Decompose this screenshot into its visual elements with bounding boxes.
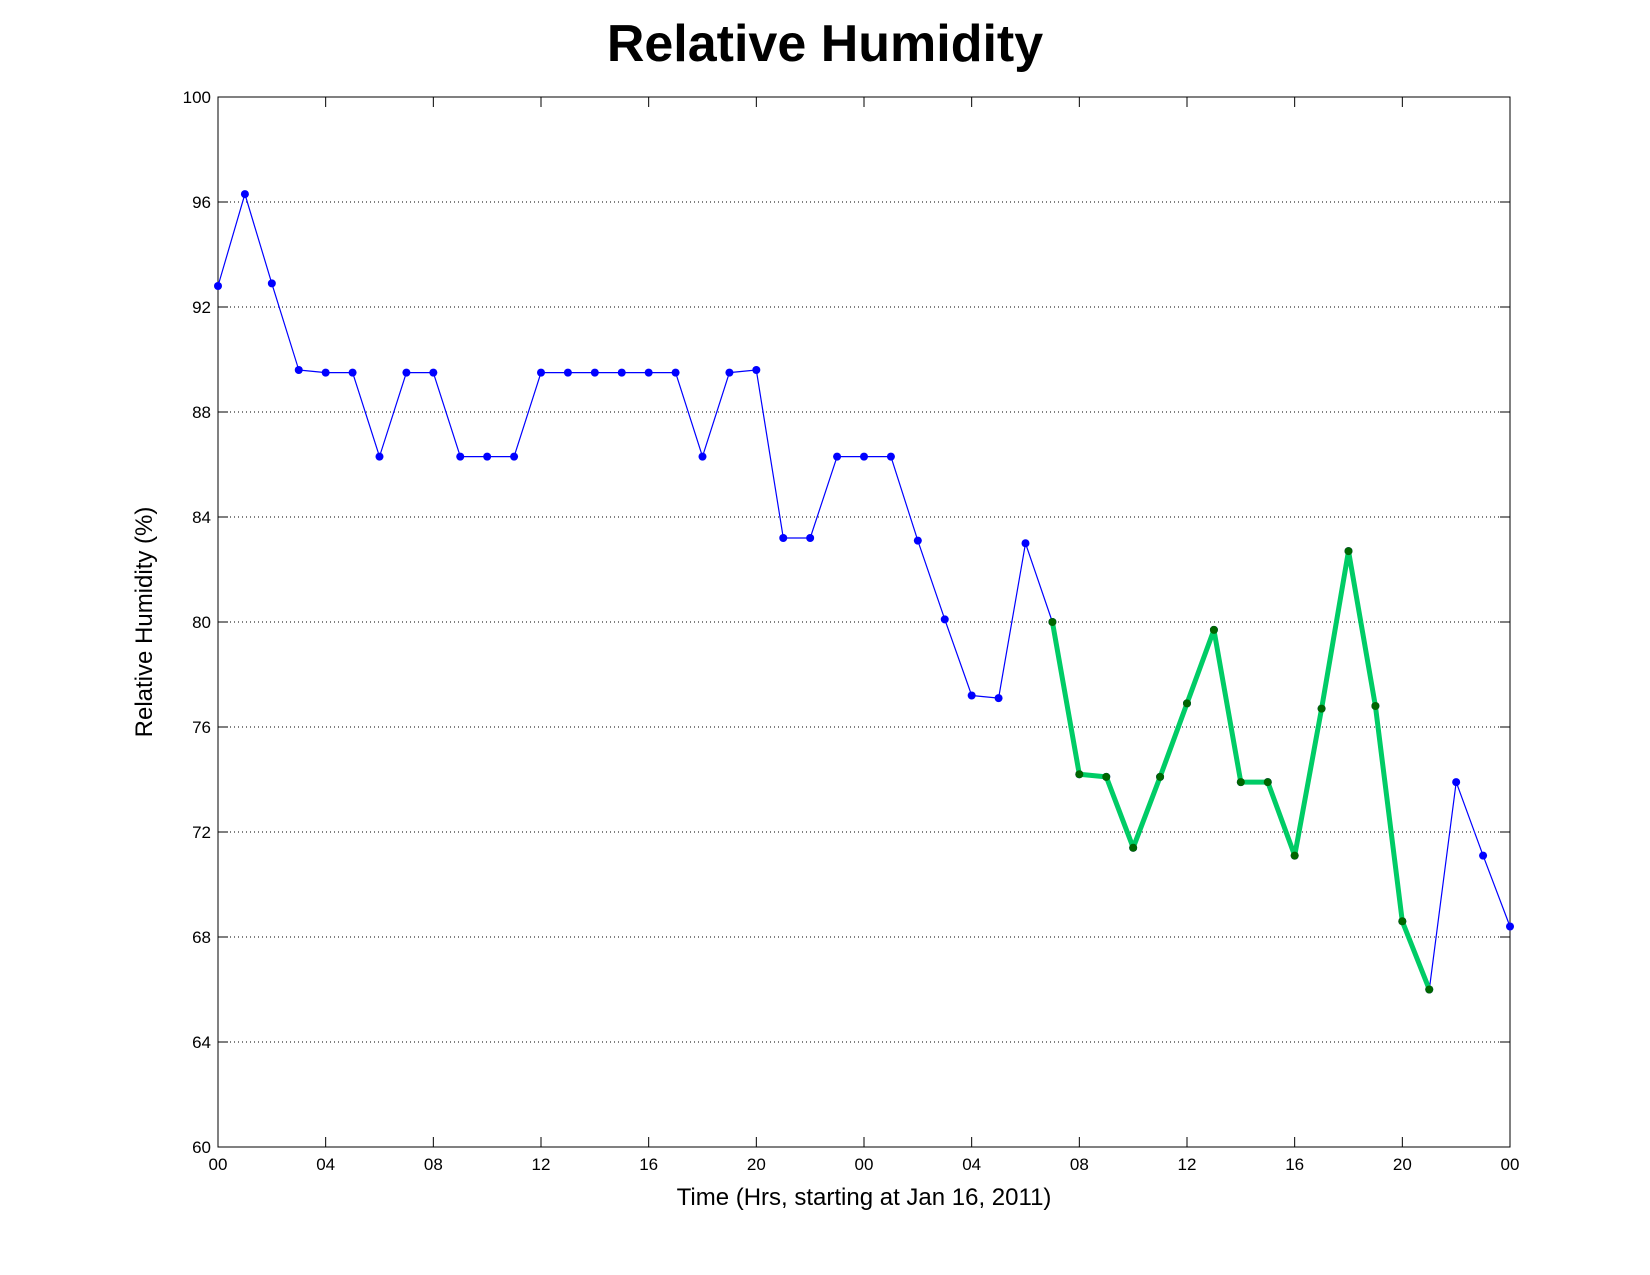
- highlight-point: [1209, 625, 1218, 634]
- data-point: [1479, 851, 1488, 860]
- grid-lines: [218, 201, 1510, 1043]
- y-tick-label: 72: [192, 823, 211, 842]
- y-tick-label: 80: [192, 613, 211, 632]
- data-point: [348, 368, 357, 377]
- data-point: [321, 368, 330, 377]
- y-tick-label: 100: [183, 88, 211, 107]
- x-axis-title: Time (Hrs, starting at Jan 16, 2011): [677, 1184, 1052, 1211]
- y-tick-label: 64: [192, 1033, 211, 1052]
- data-point: [779, 534, 788, 542]
- highlight-point: [1290, 851, 1299, 860]
- data-point: [860, 452, 868, 461]
- data-point: [617, 368, 626, 377]
- data-point: [806, 534, 815, 542]
- x-tick-label: 00: [855, 1155, 874, 1174]
- axis-ticks: [217, 96, 1511, 1148]
- highlight-point: [1075, 770, 1084, 779]
- data-point: [725, 368, 734, 377]
- x-tick-label: 16: [639, 1155, 658, 1174]
- x-tick-label: 08: [424, 1155, 443, 1174]
- y-tick-label: 60: [192, 1138, 211, 1157]
- data-point: [940, 615, 949, 624]
- data-point: [671, 368, 680, 377]
- data-point: [483, 452, 492, 461]
- data-point: [994, 694, 1003, 703]
- x-tick-label: 16: [1285, 1155, 1304, 1174]
- data-point: [240, 190, 249, 199]
- y-tick-label: 92: [192, 298, 211, 317]
- data-point: [563, 368, 572, 377]
- highlight-point: [1156, 772, 1165, 781]
- chart-title: Relative Humidity: [606, 15, 1044, 73]
- data-point: [456, 452, 465, 461]
- x-tick-label: 04: [316, 1155, 335, 1174]
- data-point: [510, 452, 519, 461]
- data-point: [698, 452, 707, 461]
- data-point: [1506, 922, 1514, 931]
- highlight-point: [1371, 702, 1380, 710]
- data-point: [402, 368, 411, 377]
- highlight-point: [1183, 699, 1191, 708]
- highlight-point: [1129, 843, 1138, 852]
- y-tick-label: 68: [192, 928, 211, 947]
- data-point: [967, 691, 976, 700]
- highlight-point: [1425, 985, 1434, 994]
- highlight-point: [1236, 778, 1245, 787]
- x-tick-label: 12: [1178, 1155, 1197, 1174]
- highlight-series-line: [1049, 548, 1432, 991]
- x-tick-label: 00: [209, 1155, 228, 1174]
- highlight-point: [1317, 704, 1326, 713]
- highlight-point: [1344, 547, 1353, 556]
- humidity-series-line: [217, 193, 1511, 991]
- y-tick-label: 88: [192, 403, 211, 422]
- tick-labels: 60 64 68 72 76 80 84 88 92 96 100 00 04 08 12 16 20 00 04 0…: [183, 88, 1520, 1174]
- series-layer: [214, 190, 1514, 994]
- highlight-point: [1102, 772, 1111, 781]
- highlight-point: [1048, 618, 1057, 626]
- y-axis-title: Relative Humidity (%): [131, 507, 158, 738]
- x-tick-label: 00: [1501, 1155, 1520, 1174]
- data-point: [1452, 778, 1461, 787]
- data-point: [294, 366, 303, 374]
- plot-frame: [217, 96, 1511, 1148]
- data-point: [267, 279, 276, 288]
- data-point: [752, 366, 761, 374]
- data-point: [537, 368, 545, 377]
- highlight-point: [1263, 778, 1272, 787]
- data-point: [913, 536, 922, 545]
- x-tick-label: 12: [532, 1155, 551, 1174]
- y-tick-label: 76: [192, 718, 211, 737]
- data-point: [644, 368, 653, 377]
- x-tick-label: 04: [962, 1155, 981, 1174]
- x-tick-label: 08: [1070, 1155, 1089, 1174]
- y-tick-label: 84: [192, 508, 211, 527]
- x-tick-label: 20: [747, 1155, 766, 1174]
- data-point: [375, 452, 384, 461]
- data-point: [1021, 539, 1030, 548]
- highlight-point: [1398, 917, 1407, 926]
- data-point: [429, 368, 438, 377]
- data-point: [886, 452, 895, 461]
- data-point: [590, 368, 599, 377]
- data-point: [214, 282, 222, 290]
- y-tick-label: 96: [192, 193, 211, 212]
- data-point: [833, 452, 842, 461]
- x-tick-label: 20: [1393, 1155, 1412, 1174]
